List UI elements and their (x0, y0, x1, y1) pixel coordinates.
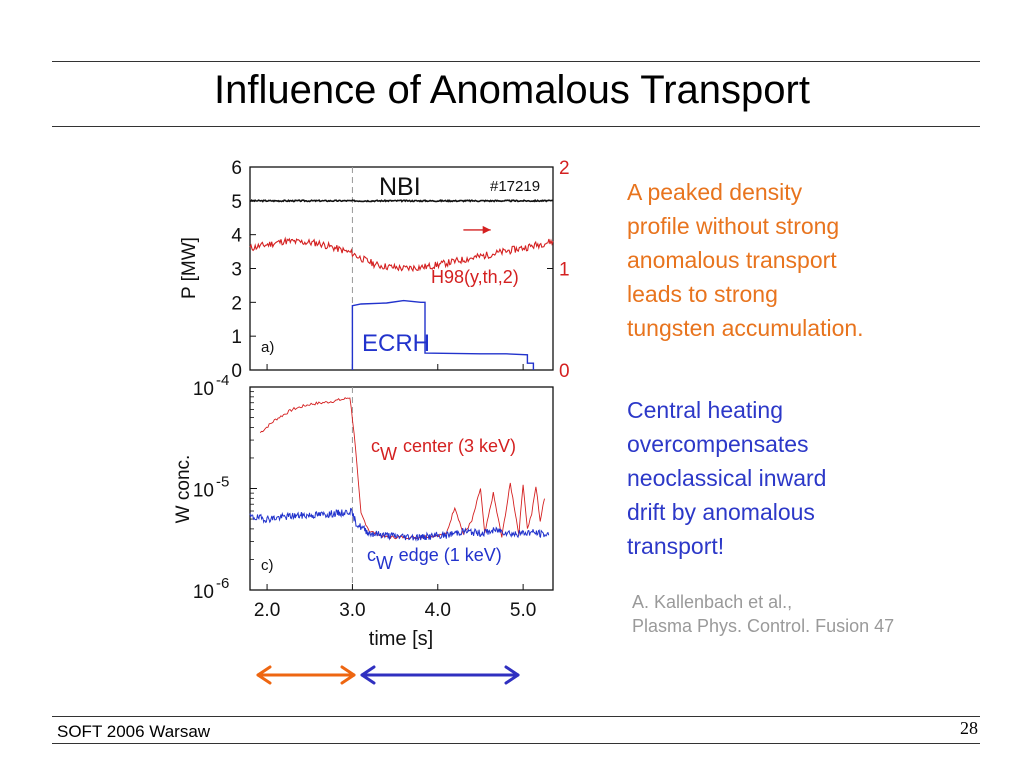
panel-c-ytick-label: 10 (193, 582, 214, 603)
panel-a-ytick-label: 1 (231, 327, 242, 348)
panel-a-ytick-label: 5 (231, 192, 242, 213)
blue-text-line: neoclassical inward (627, 465, 827, 492)
series-line-cw-center (259, 397, 545, 540)
legend-center-prefix: c (371, 436, 380, 456)
orange-text-line: profile without strong (627, 213, 840, 240)
x-tick-label: 4.0 (425, 600, 451, 621)
series-line-h98 (249, 236, 554, 273)
h98-trend-arrowhead (482, 225, 491, 234)
orange-double-arrow (256, 665, 356, 685)
nbi-label: NBI (379, 173, 421, 201)
panel-c-ytick-label: 10 (193, 379, 214, 400)
panel-a-ytick-label: 2 (231, 293, 242, 314)
legend-edge-sub: W (376, 553, 393, 573)
panel-a-y2tick-label: 0 (559, 361, 570, 382)
figure: P [MW] NBI #17219 H98(y,th,2) ECRH a) W … (173, 158, 570, 650)
panel-a-ylabel: P [MW] (179, 237, 200, 299)
orange-text-line: anomalous transport (627, 247, 837, 274)
panel-c-ytick-exponent: -4 (216, 372, 229, 389)
citation-line: A. Kallenbach et al., (632, 592, 793, 612)
panel-c-ytick-exponent: -6 (216, 575, 229, 592)
blue-double-arrow (360, 665, 520, 685)
panel-c-ytick-exponent: -5 (216, 474, 229, 491)
panel-a-y2tick-label: 2 (559, 158, 570, 179)
legend-center: cW center (3 keV) (371, 436, 516, 464)
legend-edge-prefix: c (367, 545, 376, 565)
orange-text-line: A peaked density (627, 179, 803, 205)
top-rule (52, 61, 980, 62)
orange-text-line: leads to strong (627, 281, 778, 308)
legend-edge: cW edge (1 keV) (367, 545, 502, 573)
orange-text-line: tungsten accumulation. (627, 315, 864, 342)
blue-text-line: overcompensates (627, 431, 809, 458)
panel-a-label: a) (261, 339, 274, 356)
legend-center-sub: W (380, 444, 397, 464)
time-arrows (256, 665, 520, 685)
citation-line: Plasma Phys. Control. Fusion 47 (632, 616, 895, 637)
legend-center-text: center (3 keV) (403, 436, 516, 456)
panel-c-ytick-label: 10 (193, 481, 214, 502)
panel-a-y2tick-label: 1 (559, 260, 570, 281)
page-number: 28 (960, 718, 978, 738)
x-tick-label: 3.0 (339, 600, 365, 621)
panel-a-ytick-label: 0 (231, 361, 242, 382)
series-line-nbi (249, 198, 554, 203)
h98-label: H98(y,th,2) (431, 267, 519, 287)
shot-label: #17219 (490, 178, 540, 195)
series-line-cw-edge (249, 507, 550, 542)
legend-edge-text: edge (1 keV) (399, 545, 502, 565)
footer-text: SOFT 2006 Warsaw (57, 722, 211, 741)
blue-text-block: Central heating overcompensates neoclass… (627, 393, 826, 563)
panel-a-ytick-label: 6 (231, 158, 242, 179)
panel-c-ylabel: W conc. (173, 455, 194, 524)
x-tick-label: 5.0 (510, 600, 536, 621)
orange-text-block: A peaked density profile without strong … (627, 175, 864, 345)
x-axis-label: time [s] (369, 628, 433, 650)
slide-title: Influence of Anomalous Transport (214, 68, 810, 112)
blue-text-line: Central heating (627, 397, 783, 423)
blue-text-line: transport! (627, 533, 725, 560)
blue-text-line: drift by anomalous (627, 499, 815, 526)
x-tick-label: 2.0 (254, 600, 280, 621)
panel-a-ytick-label: 3 (231, 260, 242, 281)
title-rule (52, 126, 980, 127)
bottom-rule (52, 743, 980, 744)
series-line-ecrh (351, 299, 535, 370)
panel-a-ytick-label: 4 (231, 226, 242, 247)
citation: A. Kallenbach et al., Plasma Phys. Contr… (632, 590, 894, 639)
ecrh-label: ECRH (362, 330, 430, 357)
panel-c-label: c) (261, 557, 274, 574)
footer-rule (52, 716, 980, 717)
